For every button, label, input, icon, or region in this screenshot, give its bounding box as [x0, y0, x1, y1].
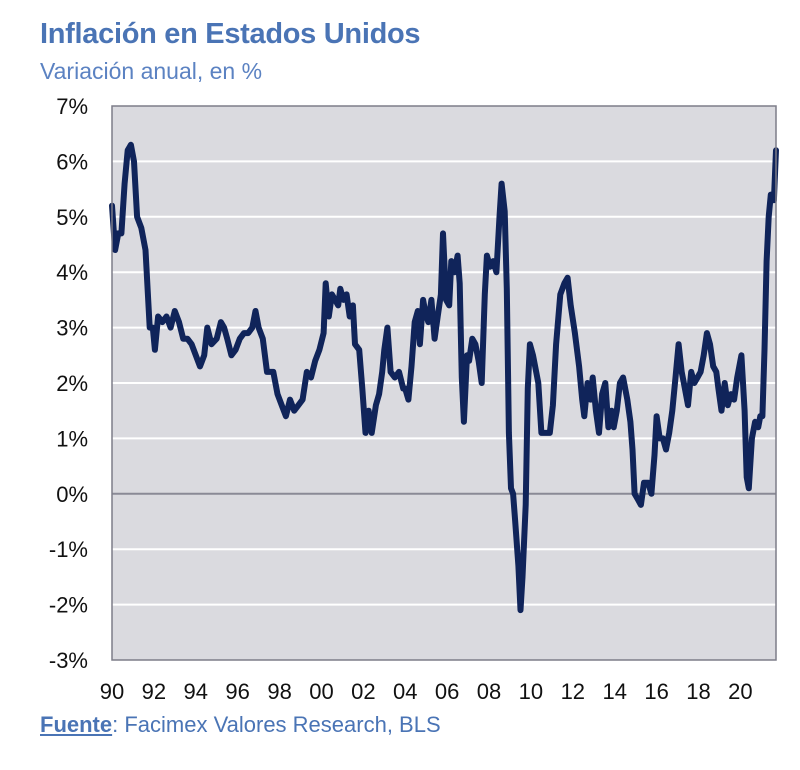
source-text: Facimex Valores Research, BLS: [118, 712, 441, 737]
y-tick-label: 7%: [56, 94, 88, 119]
source-label: Fuente: [40, 712, 113, 737]
y-tick-label: 1%: [56, 426, 88, 451]
y-axis-ticks: -3% -2% -1% 0% 1% 2% 3% 4% 5% 6% 7%: [49, 94, 88, 673]
x-tick-label: 08: [477, 679, 501, 704]
x-tick-label: 02: [351, 679, 375, 704]
series-line-inflation: [109, 141, 779, 614]
x-tick-label: 18: [686, 679, 710, 704]
chart-title: Inflación en Estados Unidos: [40, 18, 421, 50]
chart-subtitle: Variación anual, en %: [40, 58, 263, 84]
x-tick-label: 20: [728, 679, 752, 704]
y-tick-label: -2%: [49, 593, 88, 618]
x-tick-label: 14: [602, 679, 626, 704]
x-tick-label: 04: [393, 679, 417, 704]
source-separator: :: [112, 712, 119, 737]
x-tick-label: 10: [519, 679, 543, 704]
x-tick-label: 12: [561, 679, 585, 704]
x-tick-label: 16: [644, 679, 668, 704]
x-tick-label: 96: [225, 679, 249, 704]
y-tick-label: 6%: [56, 149, 88, 174]
x-tick-label: 00: [309, 679, 333, 704]
x-tick-label: 92: [142, 679, 166, 704]
y-tick-label: -1%: [49, 537, 88, 562]
y-tick-label: 3%: [56, 316, 88, 341]
x-tick-label: 90: [100, 679, 124, 704]
x-axis-ticks: 90 92 94 96 98 00 02 04 06 08 10 12 14 16 18 20: [100, 679, 753, 704]
y-tick-label: 2%: [56, 371, 88, 396]
y-tick-label: 4%: [56, 260, 88, 285]
y-tick-label: -3%: [49, 648, 88, 673]
x-tick-label: 94: [184, 679, 208, 704]
y-tick-label: 5%: [56, 205, 88, 230]
x-tick-label: 98: [267, 679, 291, 704]
y-tick-label: 0%: [56, 482, 88, 507]
plot-frame: [111, 105, 777, 661]
x-tick-label: 06: [435, 679, 459, 704]
source-note: Fuente: Facimex Valores Research, BLS: [40, 712, 441, 738]
